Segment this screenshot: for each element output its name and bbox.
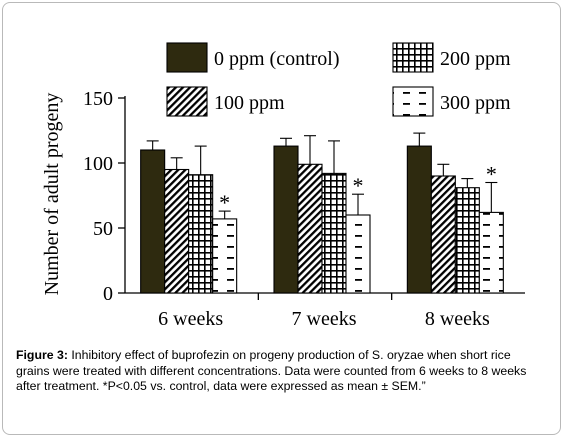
y-tick-label: 0 — [103, 283, 113, 305]
bar-diagonal-2 — [430, 175, 456, 294]
bar-chart: 0 50 100 150 6 weeks 7 weeks 8 weeks * * * 0 pp… — [41, 42, 525, 330]
error-bars-group — [146, 132, 498, 219]
bar-grid-1 — [321, 172, 347, 294]
legend-swatch-solid — [166, 42, 208, 73]
bar-diagonal-1 — [297, 163, 323, 294]
significance-markers: * * * — [219, 162, 497, 216]
y-tick-label: 100 — [83, 153, 113, 175]
significance-star: * — [219, 190, 230, 215]
bar-dash-1 — [345, 214, 371, 294]
bar-diagonal-0 — [164, 168, 190, 294]
legend-label: 200 ppm — [440, 48, 511, 70]
y-axis-label: Number of adult progeny — [41, 93, 63, 296]
x-tick-label: 6 weeks — [158, 308, 223, 330]
legend-label: 100 ppm — [214, 92, 285, 114]
caption-label: Figure 3: — [16, 348, 68, 362]
legend-label: 0 ppm (control) — [214, 48, 340, 70]
bar-grid-2 — [454, 187, 480, 294]
x-tick-label: 7 weeks — [292, 308, 357, 330]
legend-label: 300 ppm — [440, 92, 511, 114]
bars-group — [140, 145, 504, 294]
significance-star: * — [486, 162, 497, 187]
significance-star: * — [353, 173, 364, 198]
x-tick-label: 8 weeks — [425, 308, 490, 330]
bar-solid-1 — [273, 145, 299, 294]
caption-text: Inhibitory effect of buprofezin on proge… — [16, 348, 527, 394]
bar-dash-2 — [478, 211, 504, 294]
legend-swatch-dash — [392, 86, 434, 117]
legend-swatch-grid — [392, 42, 434, 73]
legend: 0 ppm (control) 100 ppm 200 ppm 300 ppm — [166, 42, 511, 117]
bar-solid-2 — [406, 145, 432, 294]
bar-solid-0 — [140, 149, 166, 294]
legend-swatch-diagonal — [166, 86, 208, 117]
figure-caption: Figure 3: Inhibitory effect of buprofezi… — [16, 348, 546, 395]
bar-dash-0 — [212, 218, 238, 294]
y-tick-label: 150 — [83, 88, 113, 110]
bar-grid-0 — [188, 174, 214, 294]
y-tick-label: 50 — [93, 218, 113, 240]
